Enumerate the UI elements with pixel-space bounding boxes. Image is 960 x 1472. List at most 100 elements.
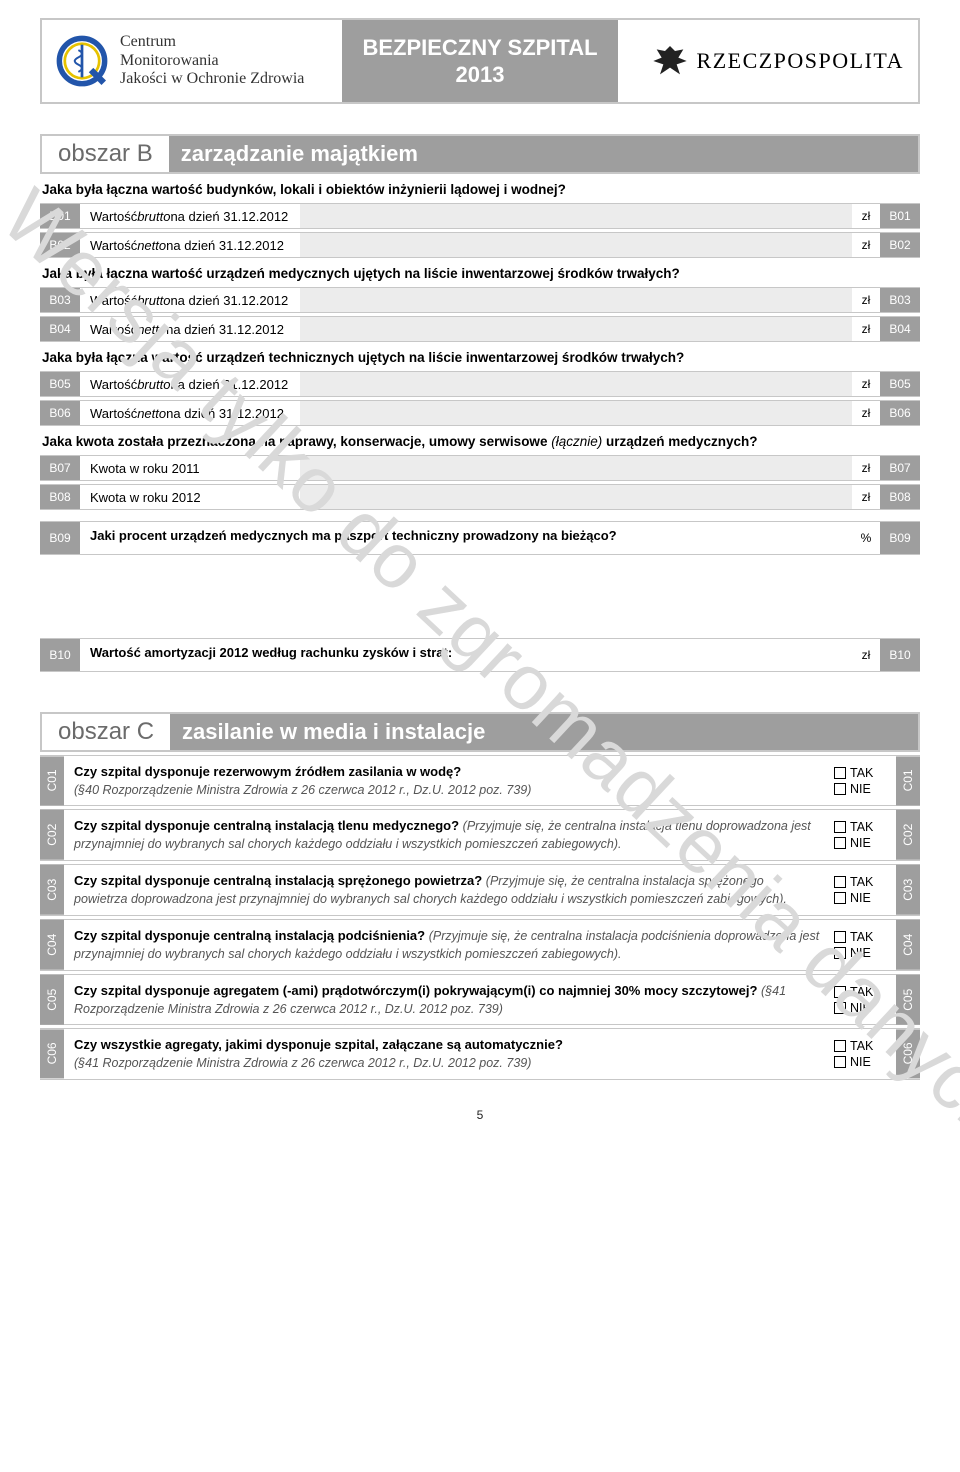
tag-left: C02 <box>40 810 64 860</box>
tag-left: B07 <box>40 456 80 480</box>
group-b-2-title: Jaka była łączna wartość urządzeń medycz… <box>40 258 920 284</box>
value-field[interactable] <box>300 317 852 341</box>
tag-right: B03 <box>880 288 920 312</box>
value-field[interactable] <box>300 456 852 480</box>
question-text: Czy szpital dysponuje agregatem (-ami) p… <box>64 975 830 1025</box>
row-label: Jaki procent urządzeń medycznych ma pasz… <box>80 522 852 554</box>
option-yes[interactable]: TAK <box>834 819 892 835</box>
row-c06: C06 Czy wszystkie agregaty, jakimi dyspo… <box>40 1028 920 1079</box>
row-label: Wartość netto na dzień 31.12.2012 <box>80 317 300 341</box>
section-c-code: obszar C <box>42 714 170 750</box>
unit-label: zł <box>852 204 880 228</box>
row-c04: C04 Czy szpital dysponuje centralną inst… <box>40 919 920 971</box>
header-left: Centrum Monitorowania Jakości w Ochronie… <box>42 20 342 102</box>
options: TAK NIE <box>830 865 896 915</box>
row-c03: C03 Czy szpital dysponuje centralną inst… <box>40 864 920 916</box>
checkbox-icon <box>834 1040 846 1052</box>
value-field[interactable] <box>300 233 852 257</box>
row-b07: B07 Kwota w roku 2011 zł B07 <box>40 455 920 481</box>
tag-left: C04 <box>40 920 64 970</box>
option-yes[interactable]: TAK <box>834 984 892 1000</box>
row-b01: B01 Wartość brutto na dzień 31.12.2012 z… <box>40 203 920 229</box>
value-field[interactable] <box>300 401 852 425</box>
org-name: Centrum Monitorowania Jakości w Ochronie… <box>114 33 304 88</box>
section-c-header: obszar C zasilanie w media i instalacje <box>40 712 920 752</box>
option-yes[interactable]: TAK <box>834 765 892 781</box>
unit-label: zł <box>852 485 880 509</box>
tag-left: B06 <box>40 401 80 425</box>
unit-label: zł <box>852 317 880 341</box>
tag-right: C03 <box>896 865 920 915</box>
options: TAK NIE <box>830 1029 896 1078</box>
tag-left: B02 <box>40 233 80 257</box>
doc-title-line-1: BEZPIECZNY SZPITAL <box>362 34 597 62</box>
tag-right: B06 <box>880 401 920 425</box>
option-yes[interactable]: TAK <box>834 929 892 945</box>
tag-left: B09 <box>40 522 80 554</box>
option-no[interactable]: NIE <box>834 781 892 797</box>
row-b08: B08 Kwota w roku 2012 zł B08 <box>40 484 920 510</box>
option-yes[interactable]: TAK <box>834 1038 892 1054</box>
checkbox-icon <box>834 767 846 779</box>
row-c02: C02 Czy szpital dysponuje centralną inst… <box>40 809 920 861</box>
checkbox-icon <box>834 892 846 904</box>
question-text: Czy szpital dysponuje rezerwowym źródłem… <box>64 756 830 805</box>
option-yes[interactable]: TAK <box>834 874 892 890</box>
checkbox-icon <box>834 876 846 888</box>
value-field[interactable] <box>300 288 852 312</box>
option-no[interactable]: NIE <box>834 890 892 906</box>
option-no[interactable]: NIE <box>834 1000 892 1016</box>
value-field[interactable] <box>300 372 852 396</box>
tag-right: C01 <box>896 756 920 805</box>
unit-label: zł <box>852 372 880 396</box>
page-number: 5 <box>40 1108 920 1122</box>
tag-right: B09 <box>880 522 920 554</box>
tag-right: C02 <box>896 810 920 860</box>
row-label: Wartość netto na dzień 31.12.2012 <box>80 233 300 257</box>
tag-left: C05 <box>40 975 64 1025</box>
option-no[interactable]: NIE <box>834 1054 892 1070</box>
unit-label: zł <box>852 288 880 312</box>
checkbox-icon <box>834 837 846 849</box>
question-text: Czy szpital dysponuje centralną instalac… <box>64 810 830 860</box>
question-text: Czy szpital dysponuje centralną instalac… <box>64 920 830 970</box>
checkbox-icon <box>834 947 846 959</box>
unit-label: zł <box>852 456 880 480</box>
tag-left: B01 <box>40 204 80 228</box>
row-b02: B02 Wartość netto na dzień 31.12.2012 zł… <box>40 232 920 258</box>
options: TAK NIE <box>830 810 896 860</box>
header-right: RZECZPOSPOLITA <box>618 20 918 102</box>
row-label: Wartość brutto na dzień 31.12.2012 <box>80 288 300 312</box>
row-b06: B06 Wartość netto na dzień 31.12.2012 zł… <box>40 400 920 426</box>
row-b10: B10 Wartość amortyzacji 2012 według rach… <box>40 638 920 672</box>
checkbox-icon <box>834 783 846 795</box>
org-line-2: Monitorowania <box>120 52 304 70</box>
group-b-3-title: Jaka była łączna wartość urządzeń techni… <box>40 342 920 368</box>
option-no[interactable]: NIE <box>834 945 892 961</box>
row-c01: C01 Czy szpital dysponuje rezerwowym źró… <box>40 755 920 806</box>
tag-left: C01 <box>40 756 64 805</box>
tag-right: C06 <box>896 1029 920 1078</box>
row-label: Kwota w roku 2012 <box>80 485 300 509</box>
section-b-title: zarządzanie majątkiem <box>169 136 918 172</box>
page-header: Centrum Monitorowania Jakości w Ochronie… <box>40 18 920 104</box>
tag-right: B04 <box>880 317 920 341</box>
value-field[interactable] <box>300 485 852 509</box>
row-b05: B05 Wartość brutto na dzień 31.12.2012 z… <box>40 371 920 397</box>
row-label: Wartość brutto na dzień 31.12.2012 <box>80 372 300 396</box>
checkbox-icon <box>834 821 846 833</box>
tag-left: B10 <box>40 639 80 671</box>
tag-right: B10 <box>880 639 920 671</box>
unit-label: % <box>852 522 880 554</box>
section-b-code: obszar B <box>42 136 169 172</box>
value-field[interactable] <box>300 204 852 228</box>
tag-left: B08 <box>40 485 80 509</box>
unit-label: zł <box>852 639 880 671</box>
tag-right: B08 <box>880 485 920 509</box>
unit-label: zł <box>852 401 880 425</box>
row-label: Wartość netto na dzień 31.12.2012 <box>80 401 300 425</box>
row-b09: B09 Jaki procent urządzeń medycznych ma … <box>40 521 920 555</box>
option-no[interactable]: NIE <box>834 835 892 851</box>
row-label: Wartość brutto na dzień 31.12.2012 <box>80 204 300 228</box>
question-text: Czy wszystkie agregaty, jakimi dysponuje… <box>64 1029 830 1078</box>
